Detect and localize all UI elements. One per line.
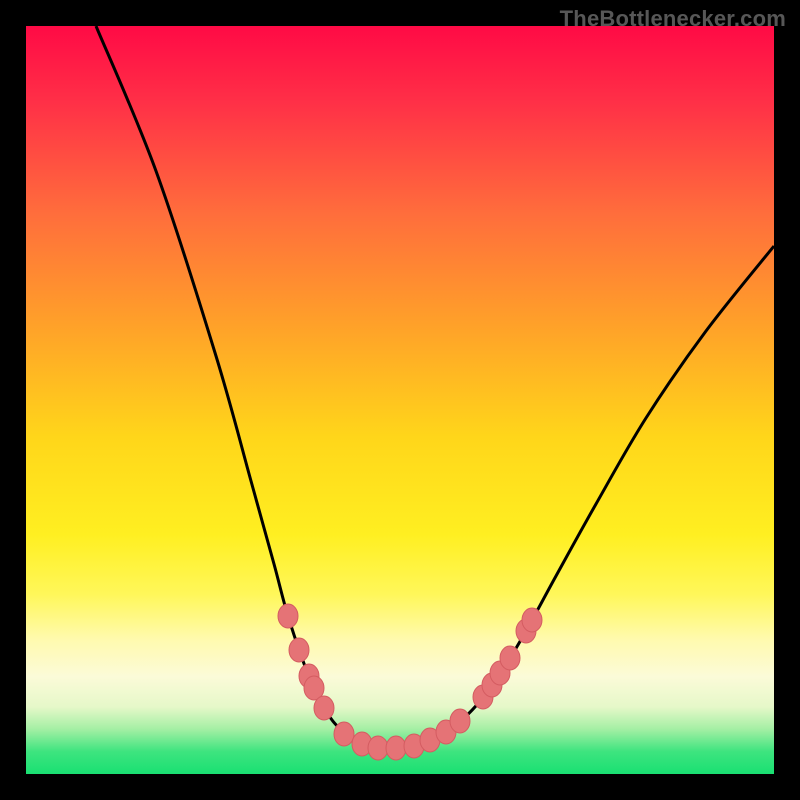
curve-marker: [314, 696, 334, 720]
chart-svg: [0, 0, 800, 800]
watermark-text: TheBottlenecker.com: [560, 6, 786, 32]
curve-marker: [278, 604, 298, 628]
curve-marker: [334, 722, 354, 746]
curve-marker: [500, 646, 520, 670]
curve-marker: [289, 638, 309, 662]
chart-background: [26, 26, 774, 774]
chart-frame: TheBottlenecker.com: [0, 0, 800, 800]
curve-marker: [386, 736, 406, 760]
curve-marker: [450, 709, 470, 733]
curve-marker: [522, 608, 542, 632]
curve-marker: [368, 736, 388, 760]
